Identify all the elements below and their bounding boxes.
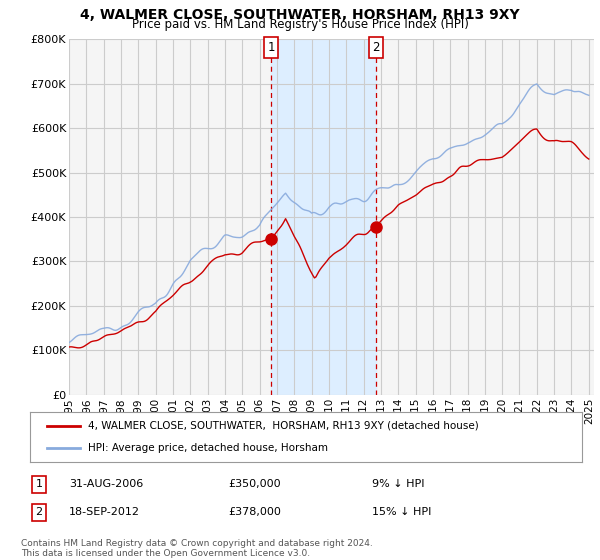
Text: 1: 1 [268,41,275,54]
Text: 1: 1 [35,479,43,489]
Text: 4, WALMER CLOSE, SOUTHWATER,  HORSHAM, RH13 9XY (detached house): 4, WALMER CLOSE, SOUTHWATER, HORSHAM, RH… [88,421,479,431]
Text: Price paid vs. HM Land Registry's House Price Index (HPI): Price paid vs. HM Land Registry's House … [131,18,469,31]
Text: £378,000: £378,000 [228,507,281,517]
Text: 2: 2 [372,41,380,54]
Text: 4, WALMER CLOSE, SOUTHWATER, HORSHAM, RH13 9XY: 4, WALMER CLOSE, SOUTHWATER, HORSHAM, RH… [80,8,520,22]
Text: HPI: Average price, detached house, Horsham: HPI: Average price, detached house, Hors… [88,443,328,453]
Text: 18-SEP-2012: 18-SEP-2012 [69,507,140,517]
Text: Contains HM Land Registry data © Crown copyright and database right 2024.
This d: Contains HM Land Registry data © Crown c… [21,539,373,558]
Bar [271,39,376,395]
Text: 2: 2 [35,507,43,517]
Text: 31-AUG-2006: 31-AUG-2006 [69,479,143,489]
Text: 9% ↓ HPI: 9% ↓ HPI [372,479,425,489]
Text: £350,000: £350,000 [228,479,281,489]
Text: 15% ↓ HPI: 15% ↓ HPI [372,507,431,517]
